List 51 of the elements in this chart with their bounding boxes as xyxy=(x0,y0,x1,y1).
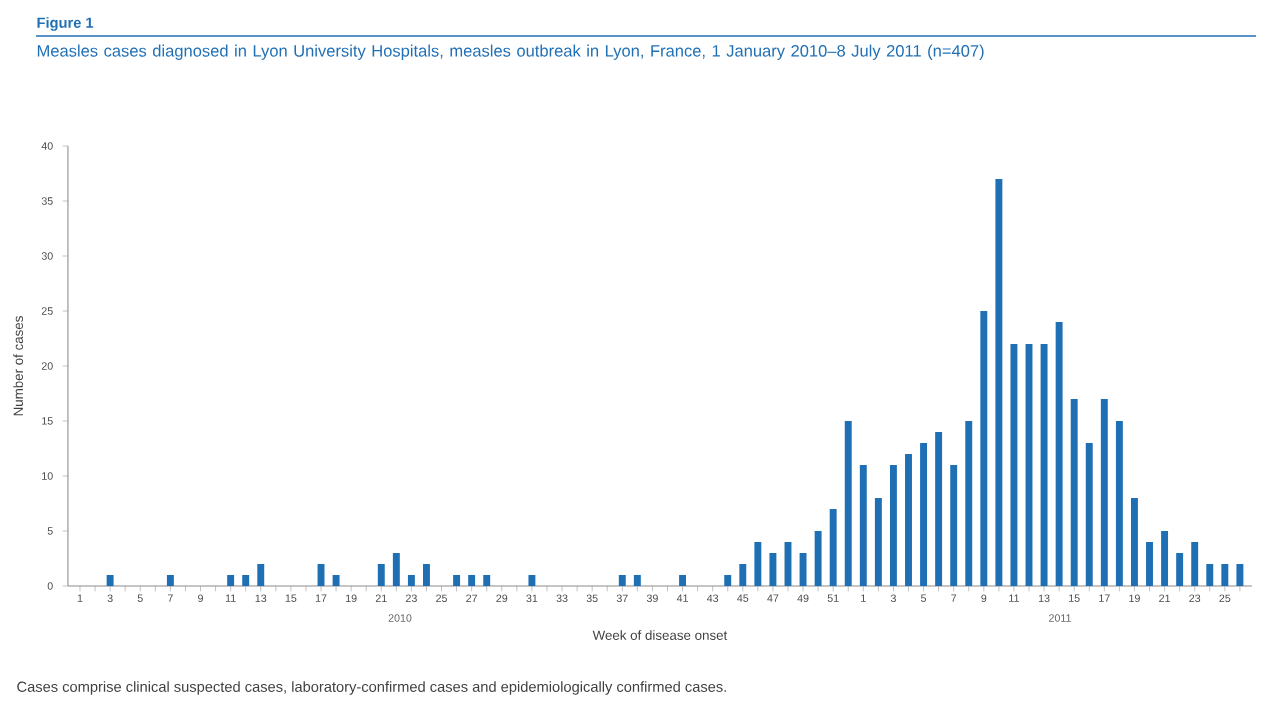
bar xyxy=(1236,564,1244,586)
bar xyxy=(679,575,687,586)
bar xyxy=(483,575,491,586)
bar xyxy=(905,454,912,586)
bar xyxy=(799,553,807,586)
bar xyxy=(528,575,536,586)
bar xyxy=(1040,344,1048,586)
bar xyxy=(1055,322,1063,586)
bar xyxy=(468,575,476,586)
bar xyxy=(453,575,461,586)
bar xyxy=(1206,564,1214,586)
bar xyxy=(1115,421,1123,586)
bar xyxy=(106,575,114,586)
bar xyxy=(844,421,852,586)
bar xyxy=(1161,531,1169,586)
bar xyxy=(332,575,340,586)
bar xyxy=(965,421,973,586)
bar xyxy=(814,531,822,586)
bar xyxy=(769,553,777,586)
bar xyxy=(1146,542,1153,586)
bar xyxy=(950,465,958,586)
bar xyxy=(724,575,732,586)
bar xyxy=(242,575,250,586)
bar xyxy=(1085,443,1093,586)
bar xyxy=(1130,498,1138,586)
bar xyxy=(392,553,400,586)
bar xyxy=(1070,399,1078,586)
bar xyxy=(754,542,762,586)
bar xyxy=(920,443,928,586)
bar xyxy=(874,498,882,586)
bar xyxy=(257,564,265,586)
bar xyxy=(1221,564,1229,586)
bar xyxy=(829,509,837,586)
bar xyxy=(739,564,747,586)
bar xyxy=(859,465,867,586)
bar xyxy=(1100,399,1108,586)
bar xyxy=(407,575,415,586)
bar xyxy=(995,179,1003,586)
bar xyxy=(1191,542,1199,586)
bar xyxy=(889,465,897,586)
bar xyxy=(377,564,385,586)
bar xyxy=(618,575,626,586)
bar xyxy=(227,575,235,586)
bar xyxy=(633,575,641,586)
chart-subtitle: Measles cases diagnosed in Lyon University Hospitals, measles outbreak in Lyon, France, 1 January 2010–8 July 2011 (n=407) xyxy=(37,44,984,60)
bar xyxy=(166,575,174,586)
bar xyxy=(422,564,430,586)
bar xyxy=(1176,553,1184,586)
bar xyxy=(1010,344,1018,586)
bar xyxy=(935,432,943,586)
bar xyxy=(980,311,988,586)
